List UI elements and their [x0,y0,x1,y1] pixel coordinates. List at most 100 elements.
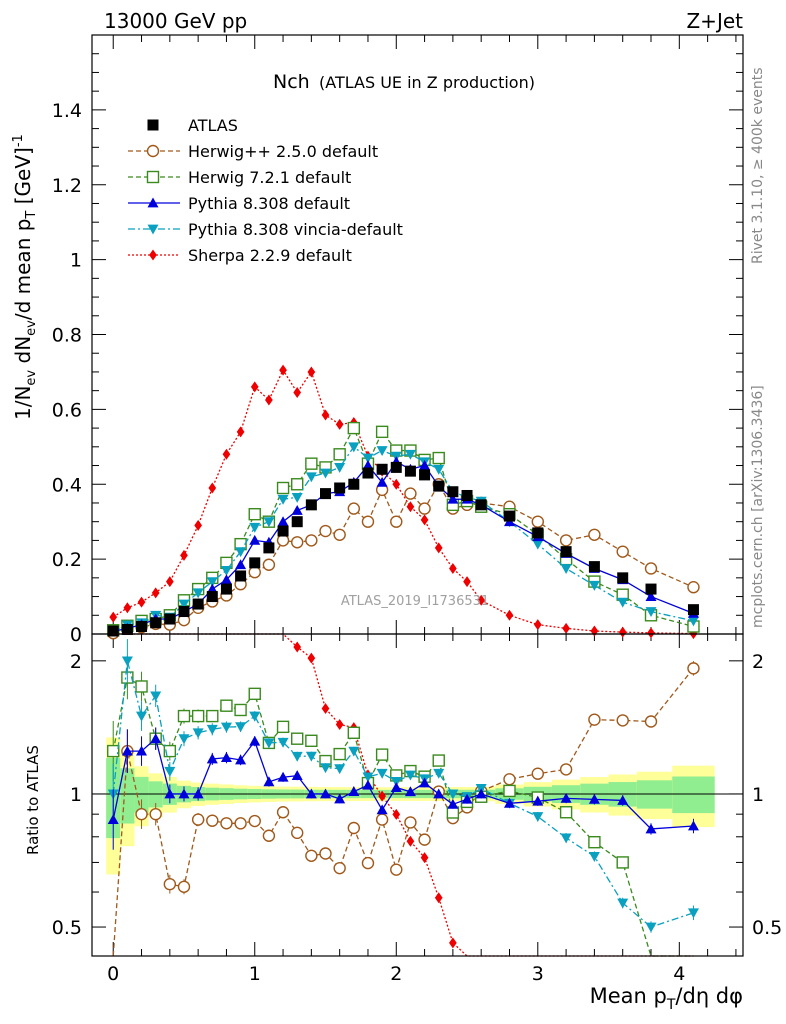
data-point-atlas [447,486,459,498]
ratio-point-pythia-8-308-default [220,752,232,762]
data-point-pythia-8-308-default [376,476,388,487]
data-point-herwig-2-5-0-default [248,566,261,579]
ratio-point-pythia-8-308-vincia-default [235,722,247,733]
data-point-pythia-8-308-default [645,591,657,601]
data-point-sherpa-2-2-9-default [236,426,245,438]
ratio-point-pythia-8-308-default [588,793,600,804]
data-point-atlas [164,613,176,625]
ratio-point-herwig-7-2-1-default [375,748,389,761]
ratio-point-pythia-8-308-vincia-default [532,812,544,823]
data-point-atlas [249,557,261,569]
ratio-point-herwig-7-2-1-default [503,784,516,798]
data-point-atlas [150,617,162,629]
data-point-herwig-7-2-1-default [333,448,346,461]
ratio-point-herwig-2-5-0-default [644,715,658,728]
data-point-pythia-8-308-vincia-default [320,468,332,479]
ratio-point-pythia-8-308-vincia-default [617,898,629,909]
ratio-point-herwig-7-2-1-default [291,732,304,745]
ratio-point-herwig-2-5-0-default [559,763,573,776]
data-point-pythia-8-308-vincia-default [433,464,445,475]
tick-labels: 0 1 2 3 4 0 0.2 0.4 0.6 0.8 1 1.2 1.4 0.5 0.5 1 1 2 2 [52,100,782,985]
ratio-point-herwig-7-2-1-default [333,747,346,761]
ratio-point-herwig-7-2-1-default [234,703,247,717]
data-point-herwig-7-2-1-default [347,421,361,435]
ratio-y-tick-label-right: 0.5 [752,917,782,939]
ratio-point-herwig-7-2-1-default [163,744,177,758]
data-point-sherpa-2-2-9-default [562,622,570,634]
data-point-sherpa-2-2-9-default [321,409,330,421]
data-point-sherpa-2-2-9-default [647,627,655,639]
data-point-herwig-2-5-0-default [616,545,629,558]
legend-marker [147,197,159,208]
ratio-point-pythia-8-308-default [150,733,162,744]
data-point-herwig-2-5-0-default [291,536,304,549]
ratio-point-pythia-8-308-vincia-default [404,770,416,781]
data-point-herwig-7-2-1-default [276,481,290,495]
data-point-atlas [334,482,346,494]
data-point-pythia-8-308-default [220,574,232,585]
ratio-point-herwig-2-5-0-default [248,814,261,828]
ratio-point-pythia-8-308-default [362,779,374,790]
series-line-pythia-8-308-vincia-default [112,445,694,632]
data-point-pythia-8-308-default [277,516,289,527]
data-point-atlas [560,546,572,558]
data-point-sherpa-2-2-9-default [250,381,259,393]
data-point-atlas [136,621,148,633]
ratio-point-pythia-8-308-vincia-default [390,777,402,787]
data-point-pythia-8-308-vincia-default [645,607,657,618]
data-point-herwig-2-5-0-default [531,515,544,528]
ratio-point-pythia-8-308-default [475,788,487,799]
ratio-point-herwig-2-5-0-default [390,863,403,876]
data-point-atlas [107,625,119,637]
ratio-point-herwig-2-5-0-default [206,814,219,827]
ratio-point-pythia-8-308-default [192,788,204,799]
ratio-point-herwig-7-2-1-default [588,835,601,849]
data-point-herwig-2-5-0-default [559,534,573,547]
data-point-herwig-2-5-0-default [588,528,601,541]
series-line-pythia-8-308-default [113,460,694,633]
ratio-y-tick-label-right: 2 [752,651,764,673]
data-point-atlas [588,561,600,573]
ratio-point-sherpa-2-2-9-default [449,937,457,949]
ratio-point-pythia-8-308-default [305,788,317,799]
ratio-point-pythia-8-308-vincia-default [433,768,445,779]
data-point-pythia-8-308-default [206,583,218,594]
ratio-point-herwig-2-5-0-default [135,807,148,821]
ratio-point-pythia-8-308-default [249,735,261,746]
y-axis-label-main: 1/Nev dNev/d mean pT [GeV]-1 [11,134,39,420]
ratio-point-pythia-8-308-vincia-default [277,737,289,748]
y-tick-label: 0.6 [52,399,82,421]
ratio-plot-frame [91,633,744,957]
ratio-y-tick-label: 0.5 [52,917,82,939]
ratio-point-herwig-2-5-0-default [616,714,629,727]
ratio-point-pythia-8-308-vincia-default [249,711,261,722]
data-point-pythia-8-308-default [419,460,431,470]
data-point-sherpa-2-2-9-default [392,478,401,490]
series-line-sherpa-2-2-9-default [112,368,694,635]
data-point-pythia-8-308-default [362,460,374,470]
x-axis-label: Mean pT/dη dφ [590,984,743,1013]
data-point-atlas [419,469,431,481]
y-tick-label: 0 [70,624,82,646]
data-point-sherpa-2-2-9-default [293,387,302,399]
ratio-point-pythia-8-308-vincia-default [588,852,600,862]
data-point-pythia-8-308-vincia-default [348,442,360,453]
uncertainty-bands [92,737,743,875]
data-point-sherpa-2-2-9-default [151,587,160,599]
header-right: Z+Jet [686,9,743,33]
legend-marker [146,144,160,158]
x-tick-label: 4 [673,963,685,985]
ratio-point-pythia-8-308-default [348,786,360,796]
ratio-point-pythia-8-308-default [447,798,459,809]
data-point-herwig-2-5-0-default [347,502,361,515]
ratio-point-pythia-8-308-default [320,788,332,799]
data-point-sherpa-2-2-9-default [137,596,146,608]
ratio-point-pythia-8-308-default [645,823,657,834]
ratio-point-pythia-8-308-vincia-default [121,656,133,667]
data-point-pythia-8-308-vincia-default [220,565,232,576]
legend-label: ATLAS [188,116,238,135]
ratio-point-pythia-8-308-default [206,753,218,764]
x-tick-label: 2 [390,963,402,985]
ratio-point-pythia-8-308-default [291,770,303,781]
